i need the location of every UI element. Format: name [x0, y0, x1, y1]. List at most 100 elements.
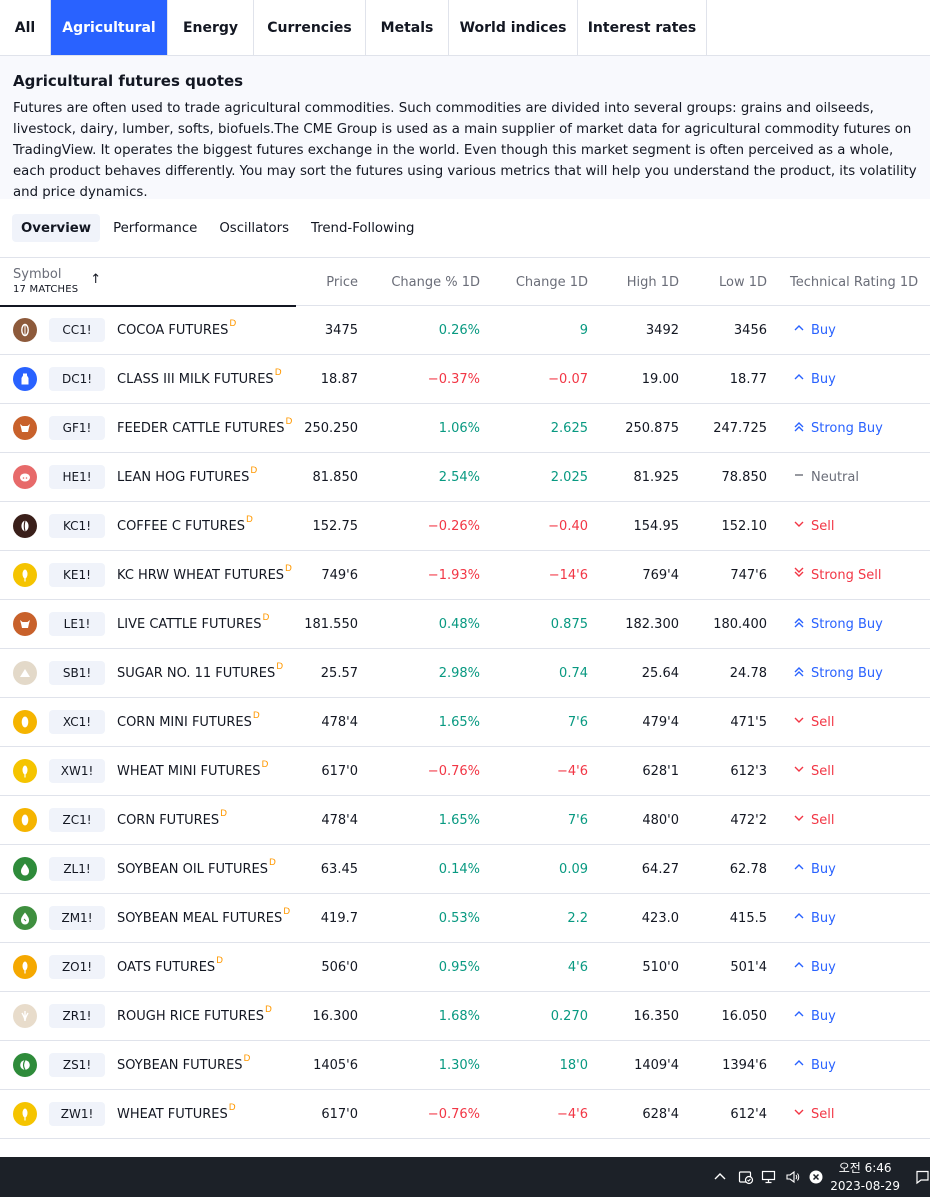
technical-rating-cell[interactable]: Sell: [793, 747, 834, 795]
close-circle-icon[interactable]: [807, 1167, 825, 1187]
symbol-name[interactable]: CLASS III MILK FUTURES D: [117, 355, 282, 403]
symbol-name[interactable]: CORN MINI FUTURES D: [117, 698, 260, 746]
column-header-high[interactable]: High 1D: [626, 274, 679, 290]
tab-trend-following[interactable]: Trend-Following: [311, 220, 415, 236]
column-header-change[interactable]: Change 1D: [515, 274, 588, 290]
technical-rating-cell[interactable]: Neutral: [793, 453, 859, 501]
table-row[interactable]: XW1! WHEAT MINI FUTURES D 617'0 −0.76% −4'6 62…: [0, 747, 930, 796]
ticker-badge[interactable]: ZO1!: [49, 955, 105, 979]
table-row[interactable]: ZL1! SOYBEAN OIL FUTURES D 63.45 0.14% 0.09 64…: [0, 845, 930, 894]
table-row[interactable]: LE1! LIVE CATTLE FUTURES D 181.550 0.48% 0.87…: [0, 600, 930, 649]
tab-interest-rates[interactable]: Interest rates: [578, 0, 707, 55]
chevron-up-icon[interactable]: [712, 1167, 728, 1187]
high-cell: 154.95: [633, 518, 680, 534]
tab-oscillators[interactable]: Oscillators: [219, 220, 290, 236]
table-row[interactable]: ZS1! SOYBEAN FUTURES D 1405'6 1.30% 18'0 1409'…: [0, 1041, 930, 1090]
tab-performance[interactable]: Performance: [113, 220, 198, 236]
technical-rating-cell[interactable]: Sell: [793, 502, 834, 550]
table-row[interactable]: CC1! COCOA FUTURES D 3475 0.26% 9 3492 3456 Buy: [0, 306, 930, 355]
table-row[interactable]: ZW1! WHEAT FUTURES D 617'0 −0.76% −4'6 628'4 61…: [0, 1090, 930, 1139]
ticker-badge[interactable]: SB1!: [49, 661, 105, 685]
symbol-name[interactable]: SOYBEAN MEAL FUTURES D: [117, 894, 290, 942]
technical-rating-cell[interactable]: Strong Sell: [793, 551, 881, 599]
technical-rating-cell[interactable]: Buy: [793, 306, 836, 354]
ticker-badge[interactable]: KC1!: [49, 514, 105, 538]
tab-metals[interactable]: Metals: [366, 0, 449, 55]
symbol-name[interactable]: SOYBEAN OIL FUTURES D: [117, 845, 276, 893]
column-header-technical-rating[interactable]: Technical Rating 1D: [790, 274, 919, 290]
technical-rating-cell[interactable]: Strong Buy: [793, 404, 883, 452]
tab-agricultural[interactable]: Agricultural: [51, 0, 168, 55]
column-header-price[interactable]: Price: [326, 274, 358, 290]
symbol-name[interactable]: WHEAT MINI FUTURES D: [117, 747, 268, 795]
tab-world-indices[interactable]: World indices: [449, 0, 578, 55]
symbol-name[interactable]: LIVE CATTLE FUTURES D: [117, 600, 269, 648]
notification-icon[interactable]: [914, 1167, 930, 1187]
symbol-name[interactable]: ROUGH RICE FUTURES D: [117, 992, 272, 1040]
table-row[interactable]: DC1! CLASS III MILK FUTURES D 18.87 −0.37% −0…: [0, 355, 930, 404]
soybean-meal-icon: [13, 906, 37, 930]
symbol-name[interactable]: FEEDER CATTLE FUTURES D: [117, 404, 292, 452]
table-row[interactable]: ZC1! CORN FUTURES D 478'4 1.65% 7'6 480'0 472'2…: [0, 796, 930, 845]
table-row[interactable]: XC1! CORN MINI FUTURES D 478'4 1.65% 7'6 479'4…: [0, 698, 930, 747]
technical-rating-cell[interactable]: Buy: [793, 845, 836, 893]
ticker-badge[interactable]: HE1!: [49, 465, 105, 489]
ticker-badge[interactable]: CC1!: [49, 318, 105, 342]
table-row[interactable]: ZO1! OATS FUTURES D 506'0 0.95% 4'6 510'0 501'4…: [0, 943, 930, 992]
ticker-badge[interactable]: KE1!: [49, 563, 105, 587]
technical-rating-cell[interactable]: Sell: [793, 1090, 834, 1138]
technical-rating-cell[interactable]: Strong Buy: [793, 600, 883, 648]
symbol-name[interactable]: WHEAT FUTURES D: [117, 1090, 236, 1138]
tab-all[interactable]: All: [0, 0, 51, 55]
change-cell: 0.270: [550, 1008, 588, 1024]
table-row[interactable]: KC1! COFFEE C FUTURES D 152.75 −0.26% −0.40 15…: [0, 502, 930, 551]
ticker-badge[interactable]: DC1!: [49, 367, 105, 391]
ticker-badge[interactable]: ZL1!: [49, 857, 105, 881]
technical-rating-cell[interactable]: Buy: [793, 894, 836, 942]
symbol-name[interactable]: COFFEE C FUTURES D: [117, 502, 253, 550]
table-header: Symbol 17 MATCHES ↑ Price Change % 1D Ch…: [0, 257, 930, 307]
technical-rating-cell[interactable]: Buy: [793, 1041, 836, 1089]
network-icon[interactable]: [760, 1167, 778, 1187]
table-row[interactable]: ZR1! ROUGH RICE FUTURES D 16.300 1.68% 0.270 1…: [0, 992, 930, 1041]
table-row[interactable]: GF1! FEEDER CATTLE FUTURES D 250.250 1.06% 2.…: [0, 404, 930, 453]
ticker-badge[interactable]: ZC1!: [49, 808, 105, 832]
ticker-badge[interactable]: XW1!: [49, 759, 105, 783]
table-row[interactable]: KE1! KC HRW WHEAT FUTURES D 749'6 −1.93% −14'…: [0, 551, 930, 600]
technical-rating-cell[interactable]: Strong Buy: [793, 649, 883, 697]
technical-rating-cell[interactable]: Buy: [793, 992, 836, 1040]
column-header-change-pct[interactable]: Change % 1D: [391, 274, 480, 290]
table-row[interactable]: SB1! SUGAR NO. 11 FUTURES D 25.57 2.98% 0.74 2…: [0, 649, 930, 698]
symbol-name[interactable]: COCOA FUTURES D: [117, 306, 236, 354]
column-header-low[interactable]: Low 1D: [718, 274, 767, 290]
sort-arrow-icon[interactable]: ↑: [90, 272, 102, 287]
ticker-badge[interactable]: ZW1!: [49, 1102, 105, 1126]
symbol-name[interactable]: KC HRW WHEAT FUTURES D: [117, 551, 292, 599]
symbol-name[interactable]: SOYBEAN FUTURES D: [117, 1041, 250, 1089]
tab-currencies[interactable]: Currencies: [254, 0, 366, 55]
tab-energy[interactable]: Energy: [168, 0, 254, 55]
technical-rating-cell[interactable]: Buy: [793, 943, 836, 991]
change-cell: 0.74: [559, 665, 588, 681]
symbol-name[interactable]: OATS FUTURES D: [117, 943, 223, 991]
symbol-name[interactable]: CORN FUTURES D: [117, 796, 227, 844]
tab-overview[interactable]: Overview: [12, 214, 101, 242]
table-row[interactable]: HE1! LEAN HOG FUTURES D 81.850 2.54% 2.025 81.…: [0, 453, 930, 502]
table-row[interactable]: ZM1! SOYBEAN MEAL FUTURES D 419.7 0.53% 2.2 42…: [0, 894, 930, 943]
ticker-badge[interactable]: LE1!: [49, 612, 105, 636]
symbol-name[interactable]: SUGAR NO. 11 FUTURES D: [117, 649, 283, 697]
technical-rating-cell[interactable]: Sell: [793, 698, 834, 746]
symbol-name[interactable]: LEAN HOG FUTURES D: [117, 453, 257, 501]
delayed-badge: D: [276, 662, 284, 672]
technical-rating-cell[interactable]: Buy: [793, 355, 836, 403]
ticker-badge[interactable]: ZS1!: [49, 1053, 105, 1077]
ticker-badge[interactable]: XC1!: [49, 710, 105, 734]
clock[interactable]: 오전 6:46 2023-08-29: [830, 1159, 900, 1195]
ticker-badge[interactable]: GF1!: [49, 416, 105, 440]
column-header-symbol[interactable]: Symbol 17 MATCHES ↑: [0, 258, 296, 307]
security-icon[interactable]: [737, 1167, 755, 1187]
volume-icon[interactable]: [784, 1167, 802, 1187]
ticker-badge[interactable]: ZR1!: [49, 1004, 105, 1028]
ticker-badge[interactable]: ZM1!: [49, 906, 105, 930]
technical-rating-cell[interactable]: Sell: [793, 796, 834, 844]
